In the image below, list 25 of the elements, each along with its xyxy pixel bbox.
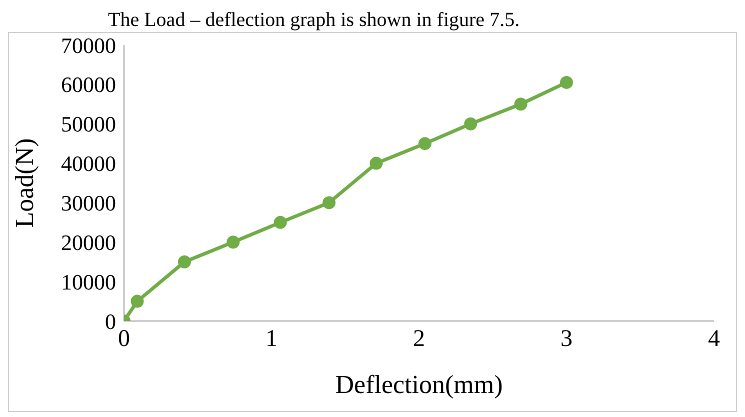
y-tick-label: 0 [105, 308, 116, 334]
x-tick-label: 3 [560, 326, 572, 352]
point [514, 98, 528, 111]
y-tick-label: 20000 [61, 230, 116, 255]
point [418, 137, 432, 150]
y-tick-label: 40000 [61, 151, 116, 176]
point [322, 196, 336, 210]
point [560, 76, 573, 89]
y-tick-label: 70000 [61, 32, 116, 58]
y-tick-label: 60000 [61, 72, 116, 98]
point [464, 117, 478, 130]
point [178, 255, 191, 268]
point [274, 216, 287, 229]
y-tick-label: 10000 [61, 269, 116, 294]
y-tick-label: 50000 [61, 112, 116, 137]
x-tick-label: 2 [413, 326, 425, 352]
x-tick-label: 1 [266, 326, 278, 352]
x-axis-title: Deflection(mm) [335, 370, 503, 399]
y-tick-label: 30000 [61, 190, 116, 216]
x-tick-label: 4 [708, 326, 720, 352]
point [226, 236, 240, 249]
point [130, 294, 144, 308]
y-axis-title: Load(N) [10, 138, 40, 228]
point [370, 156, 383, 170]
text: The Load – deflection graph is shown in figure 7.5. [107, 8, 521, 32]
